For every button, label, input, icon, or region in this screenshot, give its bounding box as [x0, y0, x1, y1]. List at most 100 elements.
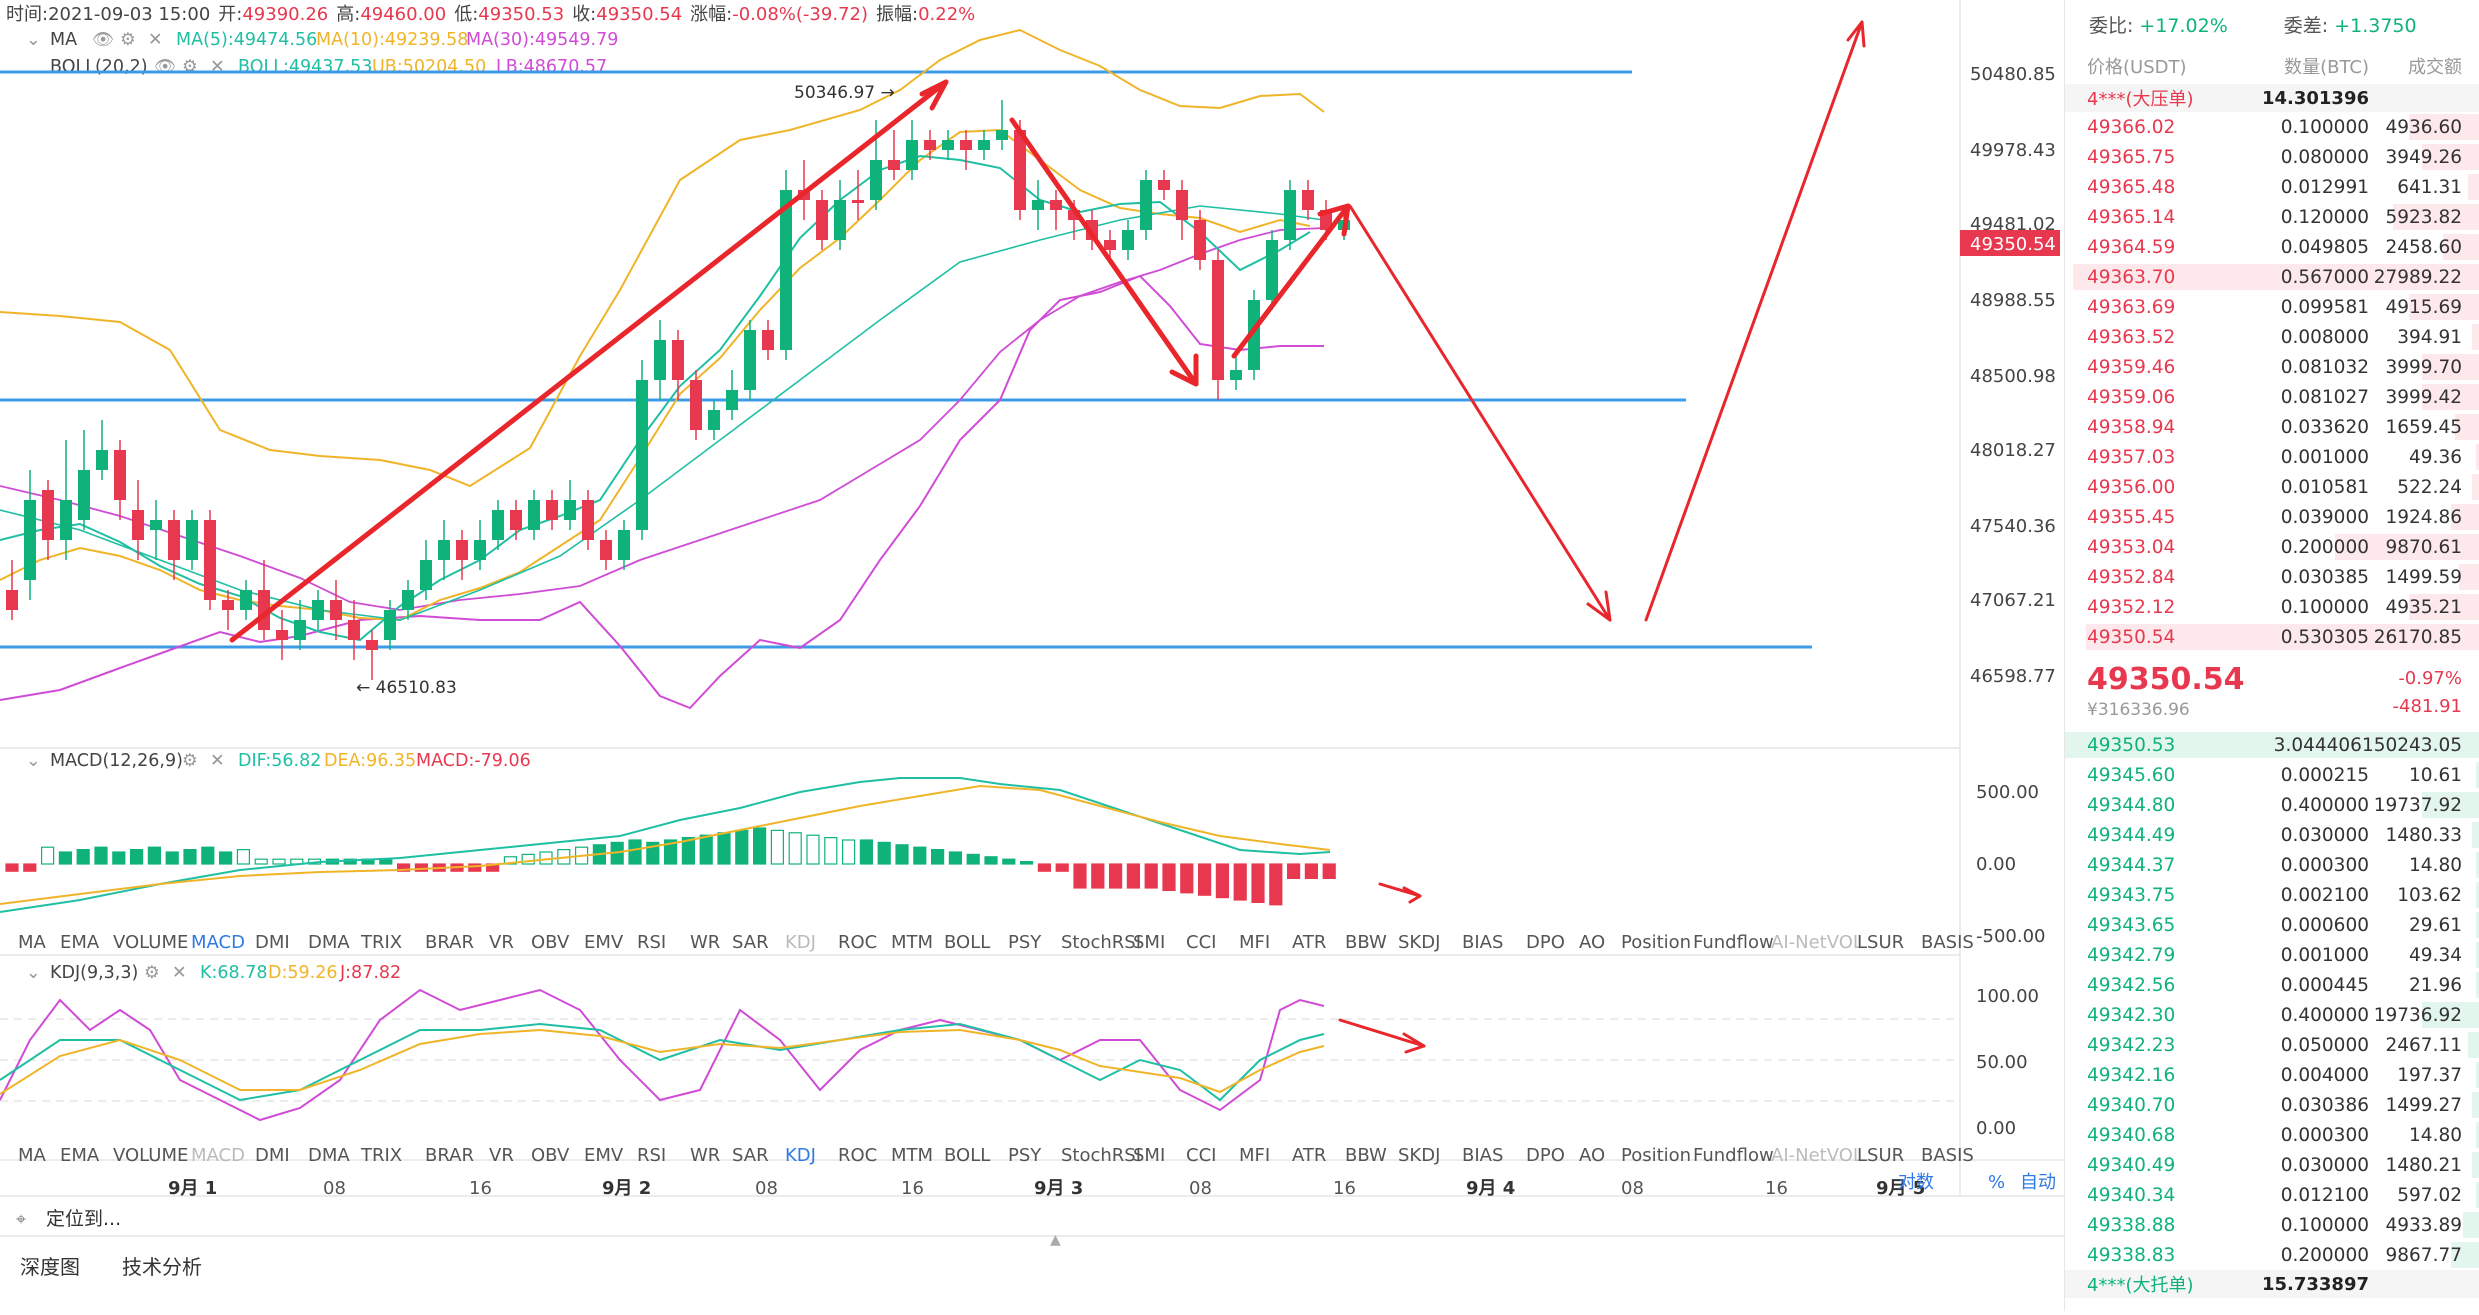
indicator-trix[interactable]: TRIX	[360, 932, 402, 953]
indicator-psy[interactable]: PSY	[1008, 932, 1042, 953]
ask-row[interactable]: 49363.52 0.008000 394.91	[2065, 322, 2479, 352]
ask-row[interactable]: 49365.48 0.012991 641.31	[2065, 172, 2479, 202]
indicator-macd[interactable]: MACD	[191, 1145, 245, 1166]
big-ask-tag[interactable]: 4***(大压单) 14.301396	[2065, 84, 2479, 112]
indicator-dma[interactable]: DMA	[308, 1145, 350, 1166]
indicator-atr[interactable]: ATR	[1292, 932, 1326, 953]
indicator-ao[interactable]: AO	[1579, 1145, 1605, 1166]
indicator-psy[interactable]: PSY	[1008, 1145, 1042, 1166]
indicator-ma[interactable]: MA	[18, 1145, 47, 1166]
indicator-fundflow[interactable]: Fundflow	[1693, 932, 1774, 953]
indicator-bbw[interactable]: BBW	[1345, 932, 1387, 953]
tab-technical-analysis[interactable]: 技术分析	[122, 1255, 202, 1279]
chevron-up-icon[interactable]: ▲	[1050, 1232, 1061, 1248]
settings-icon[interactable]: ⚙	[182, 751, 198, 771]
close-icon[interactable]: ✕	[148, 30, 163, 50]
bid-row[interactable]: 49345.60 0.000215 10.61	[2065, 760, 2479, 790]
indicator-dmi[interactable]: DMI	[255, 1145, 290, 1166]
bid-row[interactable]: 49344.49 0.030000 1480.33	[2065, 820, 2479, 850]
indicator-brar[interactable]: BRAR	[425, 932, 474, 953]
indicator-skdj[interactable]: SKDJ	[1398, 1145, 1440, 1166]
indicator-bias[interactable]: BIAS	[1462, 932, 1503, 953]
indicator-mfi[interactable]: MFI	[1239, 932, 1270, 953]
indicator-mtm[interactable]: MTM	[891, 1145, 933, 1166]
indicator-emv[interactable]: EMV	[584, 932, 624, 953]
ask-row[interactable]: 49352.84 0.030385 1499.59	[2065, 562, 2479, 592]
indicator-dpo[interactable]: DPO	[1526, 1145, 1565, 1166]
bid-row[interactable]: 49340.68 0.000300 14.80	[2065, 1120, 2479, 1150]
settings-icon[interactable]: ⚙	[120, 30, 136, 50]
ask-row[interactable]: 49355.45 0.039000 1924.86	[2065, 502, 2479, 532]
indicator-vr[interactable]: VR	[489, 932, 514, 953]
big-bid-tag[interactable]: 4***(大托单) 15.733897	[2065, 1270, 2479, 1298]
boll-legend[interactable]: BOLL(20,2) 👁 ⚙ ✕ BOLL:49437.53 UB:50204.…	[50, 57, 607, 77]
ask-row[interactable]: 49350.54 0.530305 26170.85	[2065, 622, 2479, 652]
bid-row[interactable]: 49342.79 0.001000 49.34	[2065, 940, 2479, 970]
ma-legend[interactable]: ⌄ MA 👁 ⚙ ✕ MA(5):49474.56 MA(10):49239.5…	[26, 30, 618, 50]
bid-row[interactable]: 49340.34 0.012100 597.02	[2065, 1180, 2479, 1210]
indicator-ai-netvol[interactable]: AI-NetVOL	[1771, 1145, 1863, 1166]
bid-row[interactable]: 49338.83 0.200000 9867.77	[2065, 1240, 2479, 1270]
indicator-skdj[interactable]: SKDJ	[1398, 932, 1440, 953]
ask-row[interactable]: 49359.46 0.081032 3999.70	[2065, 352, 2479, 382]
uptrend-arrow[interactable]	[229, 79, 949, 643]
indicator-roc[interactable]: ROC	[838, 1145, 877, 1166]
bid-row[interactable]: 49343.75 0.002100 103.62	[2065, 880, 2479, 910]
auto-scale-toggle[interactable]: 自动	[2020, 1172, 2056, 1193]
ask-row[interactable]: 49356.00 0.010581 522.24	[2065, 472, 2479, 502]
ask-row[interactable]: 49366.02 0.100000 4936.60	[2065, 112, 2479, 142]
indicator-obv[interactable]: OBV	[531, 1145, 570, 1166]
kdj-legend[interactable]: ⌄ KDJ(9,3,3) ⚙ ✕ K:68.78 D:59.26 J:87.82	[26, 963, 401, 983]
indicator-dmi[interactable]: DMI	[255, 932, 290, 953]
ask-row[interactable]: 49365.14 0.120000 5923.82	[2065, 202, 2479, 232]
ask-row[interactable]: 49357.03 0.001000 49.36	[2065, 442, 2479, 472]
log-scale-toggle[interactable]: 对数	[1898, 1172, 1934, 1193]
indicator-basis[interactable]: BASIS	[1921, 1145, 1974, 1166]
ask-row[interactable]: 49353.04 0.200000 9870.61	[2065, 532, 2479, 562]
tab-depth-chart[interactable]: 深度图	[20, 1255, 80, 1279]
indicator-position[interactable]: Position	[1621, 1145, 1691, 1166]
indicator-wr[interactable]: WR	[690, 1145, 720, 1166]
indicator-sar[interactable]: SAR	[732, 932, 769, 953]
indicator-stochrsi[interactable]: StochRSI	[1061, 932, 1141, 953]
trend-drawing[interactable]	[229, 79, 1351, 643]
kdj-arrow[interactable]	[1338, 1018, 1426, 1048]
forecast-drawing[interactable]	[1338, 20, 1866, 1054]
bid-row[interactable]: 49350.53 3.044406 150243.05	[2065, 730, 2479, 760]
indicator-roc[interactable]: ROC	[838, 932, 877, 953]
ask-row[interactable]: 49352.12 0.100000 4935.21	[2065, 592, 2479, 622]
ask-row[interactable]: 49359.06 0.081027 3999.42	[2065, 382, 2479, 412]
indicator-obv[interactable]: OBV	[531, 932, 570, 953]
indicator-atr[interactable]: ATR	[1292, 1145, 1326, 1166]
bid-row[interactable]: 49342.16 0.004000 197.37	[2065, 1060, 2479, 1090]
indicator-stochrsi[interactable]: StochRSI	[1061, 1145, 1141, 1166]
bid-row[interactable]: 49340.49 0.030000 1480.21	[2065, 1150, 2479, 1180]
collapse-icon[interactable]: ⌄	[26, 751, 41, 771]
indicator-macd[interactable]: MACD	[191, 932, 245, 953]
close-icon[interactable]: ✕	[210, 751, 225, 771]
indicator-ma[interactable]: MA	[18, 932, 47, 953]
bid-row[interactable]: 49342.56 0.000445 21.96	[2065, 970, 2479, 1000]
rebound-arrow[interactable]	[1231, 203, 1351, 359]
indicator-lsur[interactable]: LSUR	[1857, 1145, 1904, 1166]
kline-chart-area[interactable]: 时间:2021-09-03 15:00 开:49390.26 高:49460.00 低…	[0, 0, 2064, 1311]
indicator-bbw[interactable]: BBW	[1345, 1145, 1387, 1166]
indicator-smi[interactable]: SMI	[1133, 1145, 1165, 1166]
indicator-mtm[interactable]: MTM	[891, 932, 933, 953]
close-icon[interactable]: ✕	[210, 57, 225, 77]
collapse-icon[interactable]: ⌄	[26, 963, 41, 983]
price-axis[interactable]: 50480.85 49978.43 48988.55 48500.98 48018.27…	[1970, 64, 2056, 687]
ask-row[interactable]: 49363.70 0.567000 27989.22	[2065, 262, 2479, 292]
location-icon[interactable]: ⌖	[16, 1209, 26, 1230]
close-icon[interactable]: ✕	[172, 963, 187, 983]
indicator-position[interactable]: Position	[1621, 932, 1691, 953]
indicator-dma[interactable]: DMA	[308, 932, 350, 953]
collapse-icon[interactable]: ⌄	[26, 30, 41, 50]
kline-chart-canvas[interactable]: 时间:2021-09-03 15:00 开:49390.26 高:49460.00 低…	[0, 0, 2064, 1311]
indicator-kdj[interactable]: KDJ	[785, 932, 816, 953]
indicator-volume[interactable]: VOLUME	[113, 932, 188, 953]
forecast-down-arrow[interactable]	[1348, 204, 1612, 622]
settings-icon[interactable]: ⚙	[144, 963, 160, 983]
bid-row[interactable]: 49344.37 0.000300 14.80	[2065, 850, 2479, 880]
indicator-wr[interactable]: WR	[690, 932, 720, 953]
